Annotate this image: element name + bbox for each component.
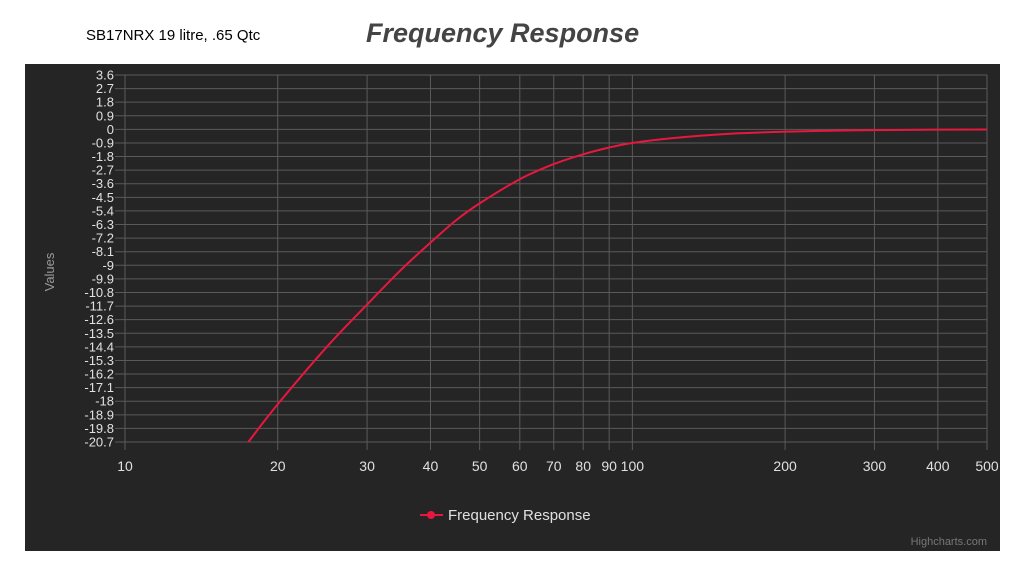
chart-container: 3.6 2.7 1.8 0.9 0 -0.9 -1.8 -2.7 -3.6 -4.5 -5.4 -6.… bbox=[25, 64, 1000, 551]
x-grid-lines bbox=[124, 75, 988, 450]
y-tick-label: -10.8 bbox=[84, 285, 114, 300]
x-tick-label: 100 bbox=[621, 458, 645, 474]
x-tick-label: 10 bbox=[117, 458, 133, 474]
y-tick-label: -19.8 bbox=[84, 421, 114, 436]
x-tick-label: 400 bbox=[926, 458, 950, 474]
y-tick-label: -4.5 bbox=[92, 190, 114, 205]
y-tick-label: 1.8 bbox=[96, 95, 114, 110]
y-tick-label: -3.6 bbox=[92, 176, 114, 191]
y-tick-labels: 3.62.71.80.90-0.9-1.8-2.7-3.6-4.5-5.4-6.… bbox=[84, 68, 114, 450]
frequency-response-chart: 3.62.71.80.90-0.9-1.8-2.7-3.6-4.5-5.4-6.… bbox=[42, 68, 999, 549]
x-tick-label: 80 bbox=[575, 458, 591, 474]
x-tick-label: 50 bbox=[472, 458, 488, 474]
credits-link[interactable]: Highcharts.com bbox=[911, 536, 987, 548]
series-frequency-response[interactable] bbox=[247, 128, 988, 443]
y-tick-label: -9.9 bbox=[92, 271, 114, 286]
y-tick-label: -1.8 bbox=[92, 149, 114, 164]
y-tick-label: -12.6 bbox=[84, 312, 114, 327]
y-tick-label: 3.6 bbox=[96, 68, 114, 83]
series-line bbox=[247, 128, 988, 443]
x-tick-label: 200 bbox=[773, 458, 797, 474]
legend[interactable]: Frequency Response bbox=[420, 507, 591, 524]
y-tick-label: 0.9 bbox=[96, 108, 114, 123]
y-tick-label: 2.7 bbox=[96, 81, 114, 96]
y-tick-label: -5.4 bbox=[92, 203, 114, 218]
y-tick-label: -14.4 bbox=[84, 339, 114, 354]
y-tick-label: 0 bbox=[107, 122, 114, 137]
legend-marker bbox=[427, 511, 435, 519]
x-tick-label: 20 bbox=[270, 458, 286, 474]
y-grid-lines bbox=[115, 74, 987, 443]
y-tick-label: -18 bbox=[95, 394, 114, 409]
y-tick-label: -18.9 bbox=[84, 407, 114, 422]
x-tick-labels: 10 20 30 40 50 60 70 80 90 100 200 300 400 500 bbox=[117, 458, 999, 474]
y-tick-label: -6.3 bbox=[92, 217, 114, 232]
y-tick-label: -20.7 bbox=[84, 435, 114, 450]
x-tick-label: 500 bbox=[975, 458, 999, 474]
y-tick-label: -13.5 bbox=[84, 326, 114, 341]
y-tick-label: -16.2 bbox=[84, 367, 114, 382]
x-tick-label: 30 bbox=[359, 458, 375, 474]
y-tick-label: -9 bbox=[102, 258, 114, 273]
y-tick-label: -2.7 bbox=[92, 163, 114, 178]
y-tick-label: -0.9 bbox=[92, 135, 114, 150]
y-tick-label: -7.2 bbox=[92, 231, 114, 246]
legend-item-label[interactable]: Frequency Response bbox=[448, 507, 591, 524]
y-tick-label: -17.1 bbox=[84, 380, 114, 395]
y-axis-title: Values bbox=[42, 252, 57, 291]
y-tick-label: -11.7 bbox=[85, 299, 114, 314]
x-tick-label: 40 bbox=[423, 458, 439, 474]
x-tick-label: 90 bbox=[601, 458, 617, 474]
chart-subtitle: SB17NRX 19 litre, .65 Qtc bbox=[86, 27, 261, 44]
x-tick-label: 300 bbox=[863, 458, 887, 474]
chart-title: Frequency Response bbox=[366, 18, 640, 48]
y-tick-label: -8.1 bbox=[92, 244, 114, 259]
x-tick-label: 60 bbox=[512, 458, 528, 474]
x-tick-label: 70 bbox=[546, 458, 562, 474]
y-tick-label: -15.3 bbox=[84, 353, 114, 368]
